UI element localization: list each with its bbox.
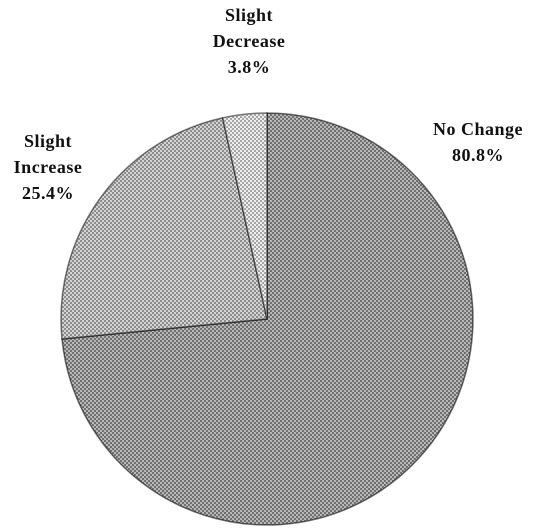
slice-label: Slight Decrease 3.8% (204, 2, 294, 80)
slice-label: Slight Increase 25.4% (3, 128, 93, 206)
slice-name: No Change (432, 119, 524, 139)
slice-value: 80.8% (451, 145, 504, 165)
pie-slice-texture (221, 112, 268, 320)
slice-label: No Change 80.8% (433, 116, 523, 168)
slice-value: 25.4% (22, 183, 74, 203)
pie-slice-texture (60, 116, 268, 340)
slice-name: Slight Increase (13, 131, 83, 177)
slice-value: 3.8% (227, 57, 271, 77)
slice-name: Slight Decrease (212, 5, 286, 51)
